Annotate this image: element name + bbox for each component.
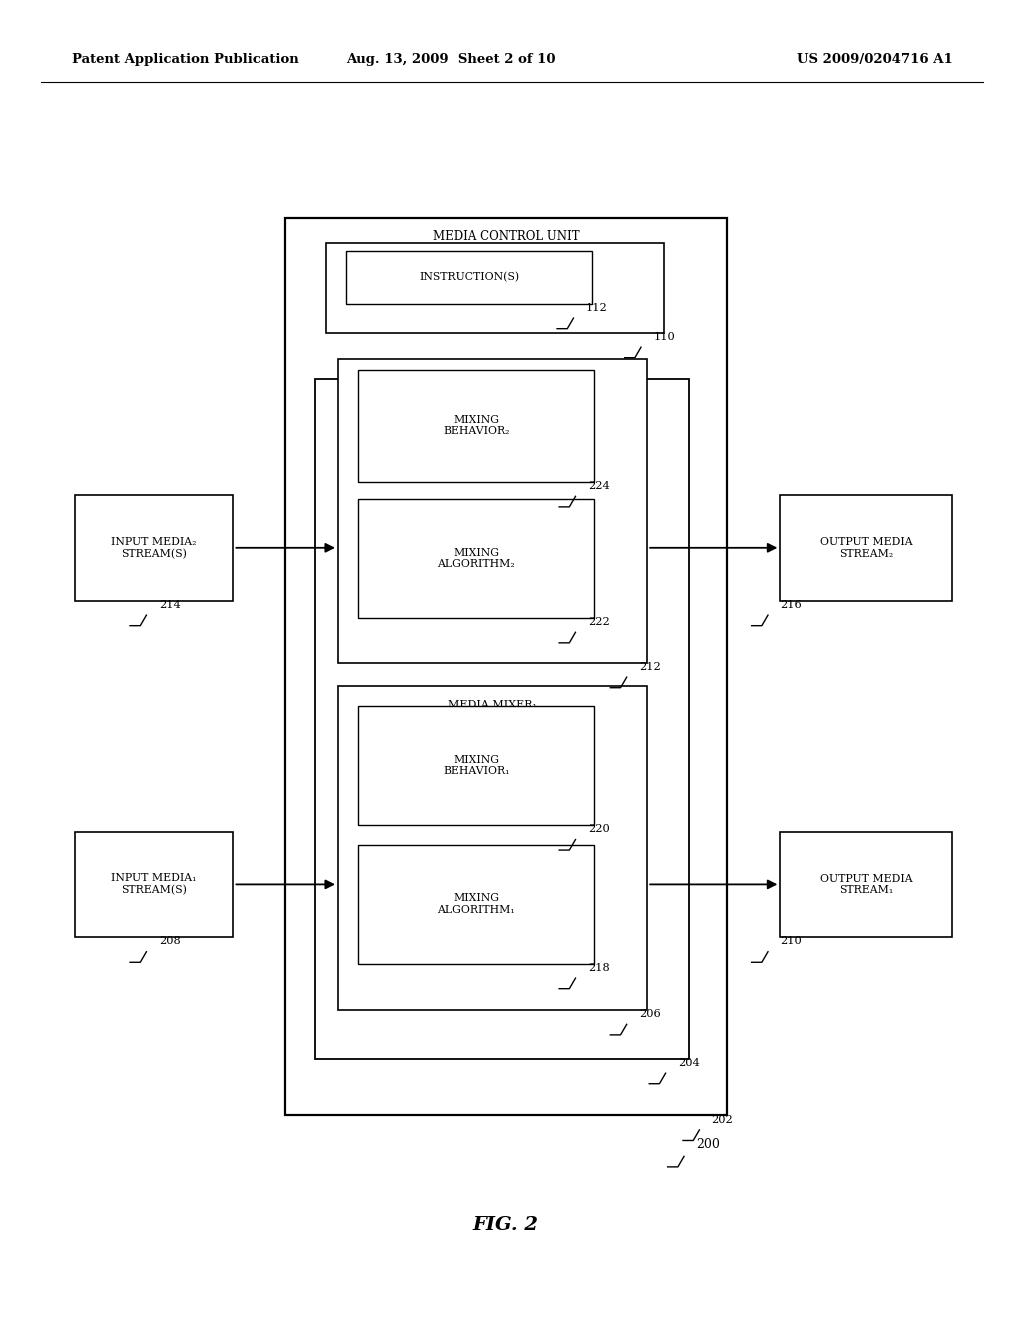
Text: 204: 204 bbox=[678, 1057, 699, 1068]
Bar bbox=[285, 218, 727, 1115]
Bar bbox=[75, 832, 233, 937]
Text: 112: 112 bbox=[586, 302, 607, 313]
Text: MIXING
BEHAVIOR₁: MIXING BEHAVIOR₁ bbox=[443, 755, 509, 776]
Text: 210: 210 bbox=[780, 936, 802, 946]
Text: FIG. 2: FIG. 2 bbox=[473, 1216, 539, 1234]
Text: OUTPUT MEDIA
STREAM₁: OUTPUT MEDIA STREAM₁ bbox=[820, 874, 912, 895]
Text: INSTRUCTION(S): INSTRUCTION(S) bbox=[419, 272, 519, 282]
Text: MEDIA MIXER₁: MEDIA MIXER₁ bbox=[449, 700, 537, 710]
Text: OUTPUT MEDIA
STREAM₂: OUTPUT MEDIA STREAM₂ bbox=[820, 537, 912, 558]
Text: 220: 220 bbox=[588, 824, 609, 834]
Bar bbox=[75, 495, 233, 601]
Text: 202: 202 bbox=[712, 1114, 733, 1125]
Text: 212: 212 bbox=[639, 661, 660, 672]
Bar bbox=[326, 243, 664, 333]
Text: US 2009/0204716 A1: US 2009/0204716 A1 bbox=[797, 53, 952, 66]
Text: 214: 214 bbox=[159, 599, 180, 610]
Text: MEDIA CONTROL UNIT: MEDIA CONTROL UNIT bbox=[432, 230, 580, 243]
Text: 218: 218 bbox=[588, 962, 609, 973]
Bar bbox=[780, 832, 952, 937]
Bar bbox=[358, 706, 594, 825]
Text: 200: 200 bbox=[696, 1138, 720, 1151]
Text: MEDIA MIXER COMPONENT: MEDIA MIXER COMPONENT bbox=[418, 392, 587, 403]
Bar bbox=[338, 686, 647, 1010]
Text: 216: 216 bbox=[780, 599, 802, 610]
Text: 222: 222 bbox=[588, 616, 609, 627]
Bar bbox=[358, 370, 594, 482]
Bar bbox=[358, 845, 594, 964]
Bar bbox=[315, 379, 689, 1059]
Text: INPUT MEDIA₁
STREAM(S): INPUT MEDIA₁ STREAM(S) bbox=[112, 874, 197, 895]
Text: Patent Application Publication: Patent Application Publication bbox=[72, 53, 298, 66]
Text: 110: 110 bbox=[653, 331, 675, 342]
Text: 206: 206 bbox=[639, 1008, 660, 1019]
Text: MIXING
ALGORITHM₂: MIXING ALGORITHM₂ bbox=[437, 548, 515, 569]
Text: MEDIA MIXER₂: MEDIA MIXER₂ bbox=[449, 372, 537, 383]
Text: 224: 224 bbox=[588, 480, 609, 491]
Text: Aug. 13, 2009  Sheet 2 of 10: Aug. 13, 2009 Sheet 2 of 10 bbox=[346, 53, 555, 66]
Text: PROTOCOL INTERFACE: PROTOCOL INTERFACE bbox=[425, 256, 564, 267]
Bar bbox=[346, 251, 592, 304]
Text: 208: 208 bbox=[159, 936, 180, 946]
Text: INPUT MEDIA₂
STREAM(S): INPUT MEDIA₂ STREAM(S) bbox=[112, 537, 197, 558]
Bar bbox=[338, 359, 647, 663]
Bar bbox=[358, 499, 594, 618]
Text: MIXING
BEHAVIOR₂: MIXING BEHAVIOR₂ bbox=[443, 414, 509, 437]
Bar bbox=[780, 495, 952, 601]
Text: MIXING
ALGORITHM₁: MIXING ALGORITHM₁ bbox=[437, 894, 515, 915]
